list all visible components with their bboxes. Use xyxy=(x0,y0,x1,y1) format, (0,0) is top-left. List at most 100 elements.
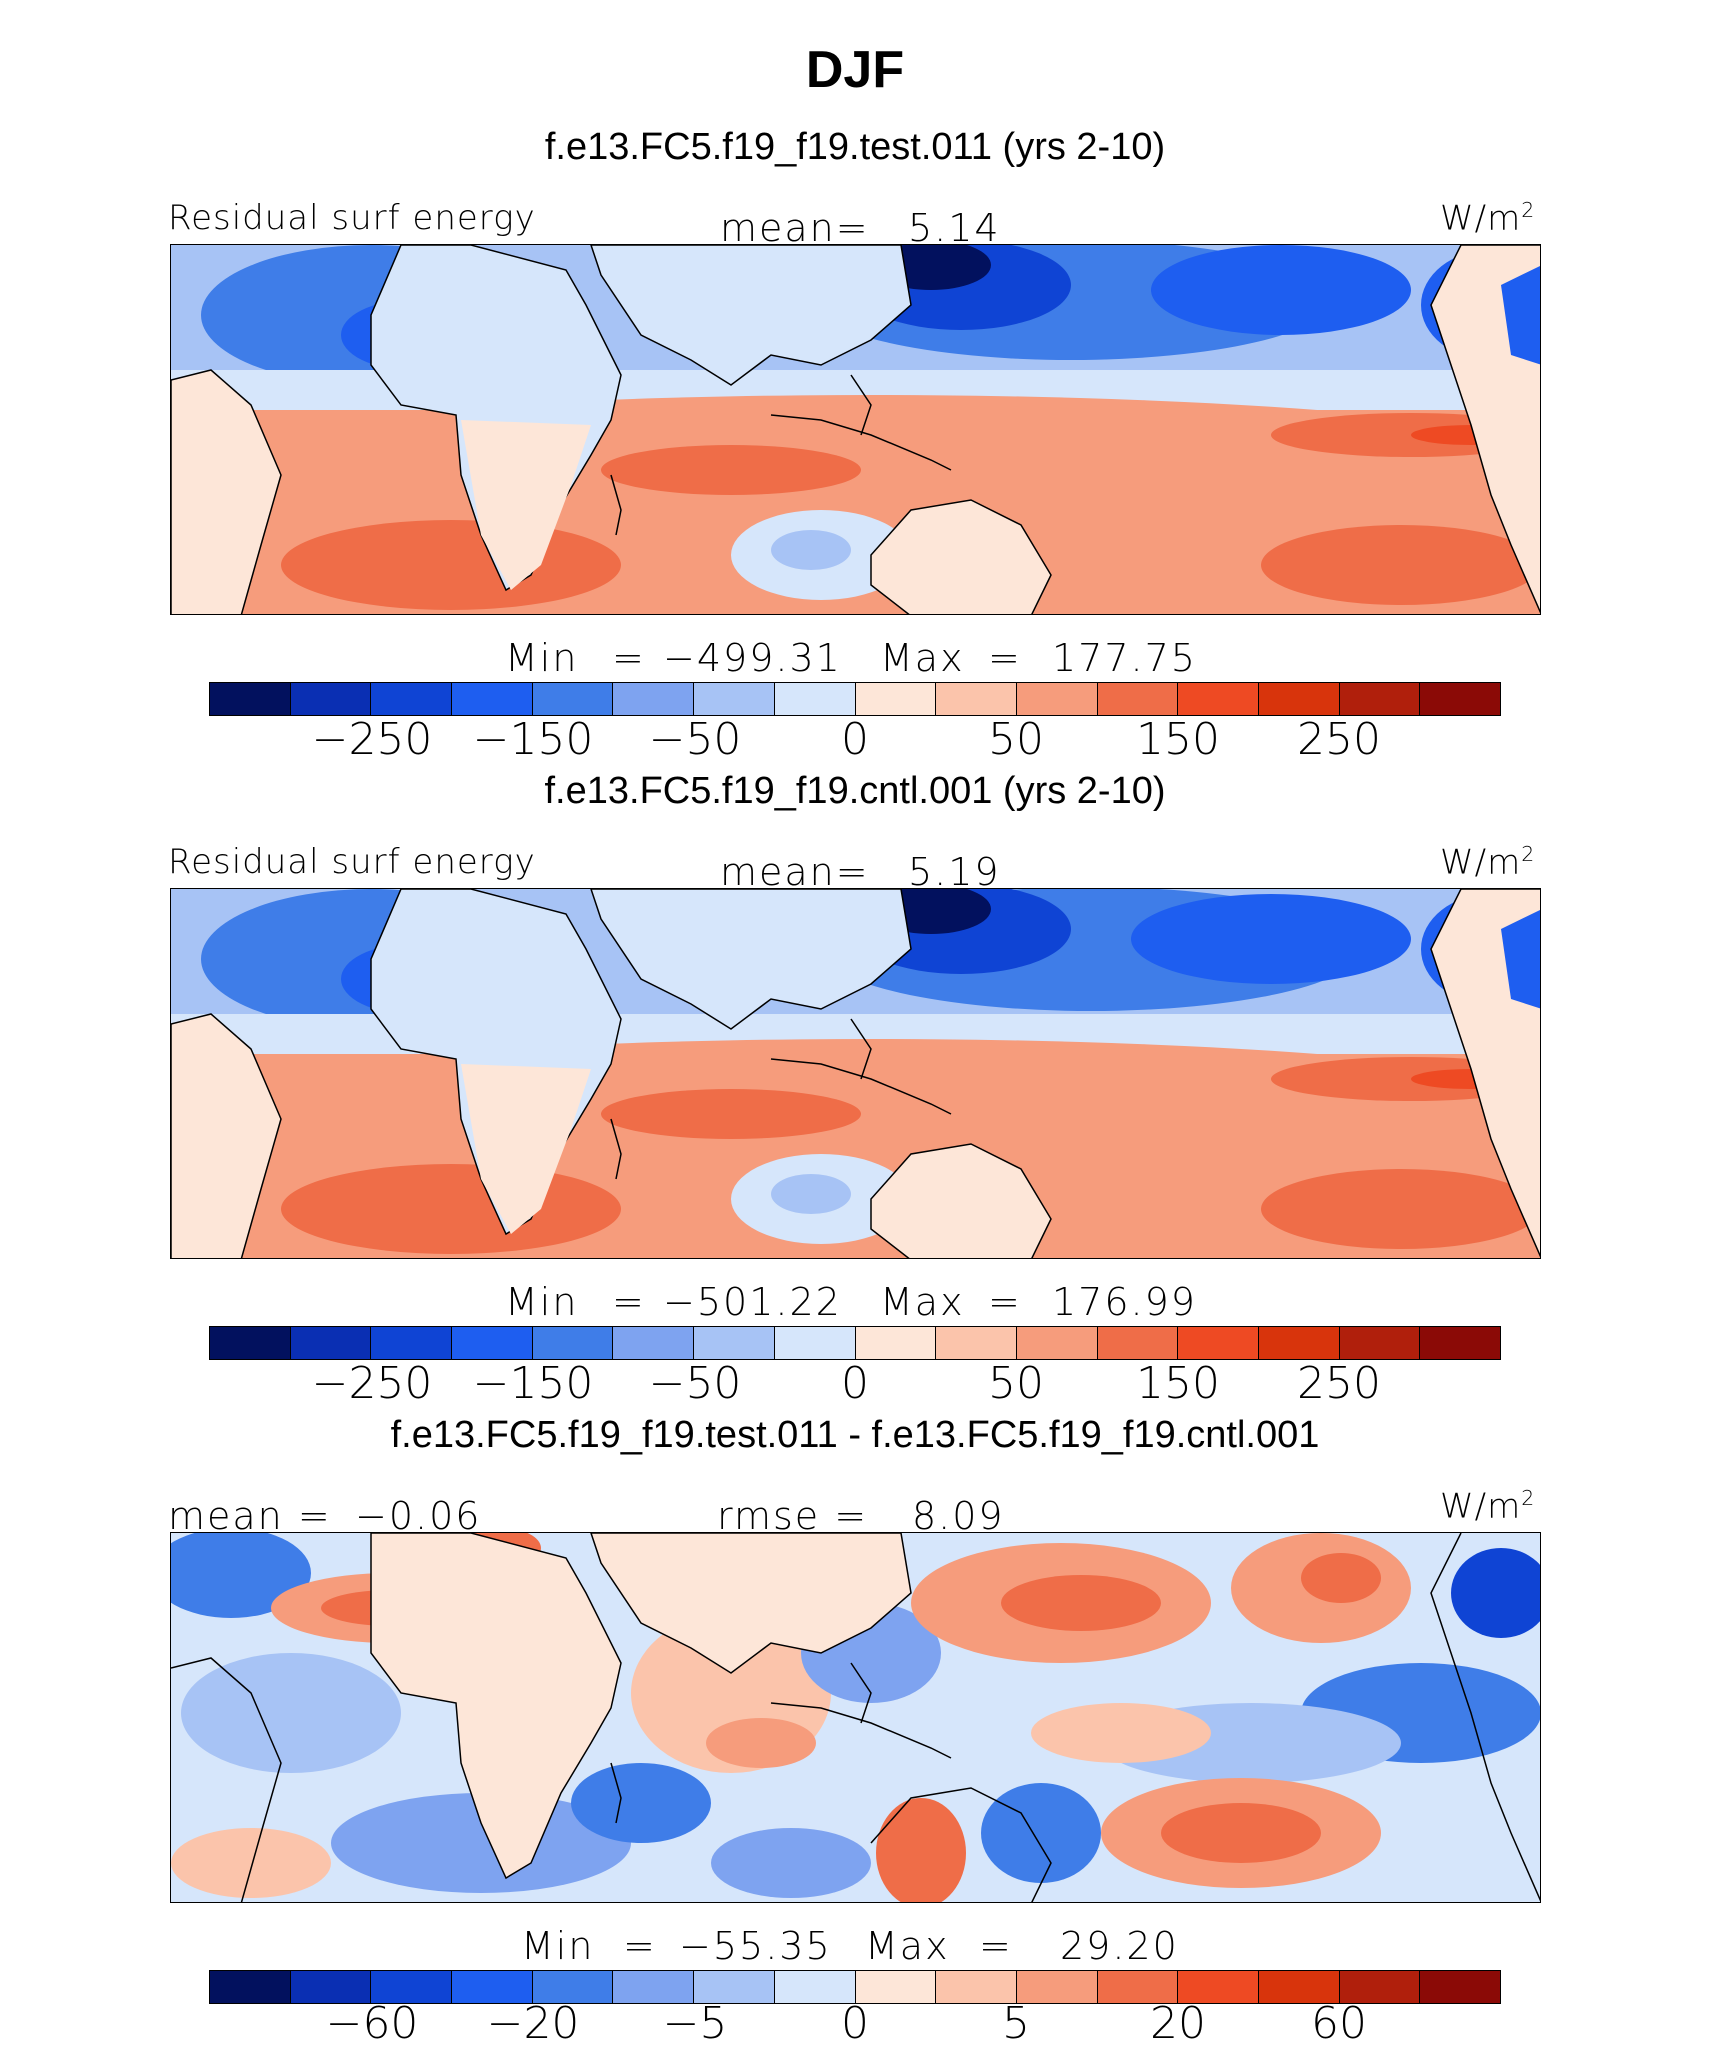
colorbar-swatch xyxy=(1420,683,1500,715)
colorbar-swatch xyxy=(371,1971,453,2003)
panel-1-tick: −250 xyxy=(311,714,433,765)
figure-title: DJF xyxy=(805,41,905,99)
colorbar-swatch xyxy=(1178,683,1259,715)
colorbar-swatch xyxy=(452,1327,533,1359)
colorbar-swatch xyxy=(1339,1971,1421,2003)
panel-3-max-value: 29.20 xyxy=(1060,1924,1179,1968)
panel-2-map xyxy=(170,888,1541,1259)
panel-2-tick: −50 xyxy=(648,1358,742,1409)
panel-3-rmse-label: rmse = xyxy=(717,1494,869,1538)
colorbar-swatch xyxy=(1097,1327,1179,1359)
panel-2-max-value: 176.99 xyxy=(1052,1280,1197,1324)
colorbar-swatch xyxy=(371,1327,453,1359)
panel-3-tick: −60 xyxy=(325,1998,419,2049)
colorbar-swatch xyxy=(774,1327,856,1359)
colorbar-swatch xyxy=(1339,683,1421,715)
colorbar-swatch xyxy=(532,683,614,715)
colorbar-swatch xyxy=(694,683,775,715)
colorbar-swatch xyxy=(1178,1327,1259,1359)
panel-1-units-text: W/m xyxy=(1440,198,1522,239)
panel-1-min-eq: = xyxy=(612,636,646,680)
panel-3-min-eq: = xyxy=(623,1924,657,1968)
colorbar-swatch xyxy=(1097,1971,1179,2003)
panel-3-mean-label: mean = xyxy=(168,1494,332,1538)
panel-1-tick: −50 xyxy=(648,714,742,765)
panel-1-map xyxy=(170,244,1541,615)
panel-3-tick: 0 xyxy=(841,1998,869,2049)
panel-2-tick: 250 xyxy=(1297,1358,1381,1409)
colorbar-swatch xyxy=(694,1971,775,2003)
colorbar-swatch xyxy=(1420,1971,1500,2003)
colorbar-swatch xyxy=(1258,1971,1340,2003)
colorbar-swatch xyxy=(290,1971,372,2003)
panel-2-min-value: −501.22 xyxy=(663,1280,842,1324)
colorbar-swatch xyxy=(855,1327,937,1359)
colorbar-swatch xyxy=(613,1971,695,2003)
panel-2-units-sup: 2 xyxy=(1521,842,1536,866)
colorbar-swatch xyxy=(371,683,453,715)
panel-3-tick: 20 xyxy=(1150,1998,1206,2049)
panel-2-min-label: Min xyxy=(505,1280,579,1324)
panel-3-case-title: f.e13.FC5.f19_f19.test.011 - f.e13.FC5.f… xyxy=(390,1414,1320,1456)
panel-3-map xyxy=(170,1532,1541,1903)
panel-1-variable-label: Residual surf energy xyxy=(168,198,536,238)
colorbar-swatch xyxy=(290,683,372,715)
colorbar-swatch xyxy=(613,1327,695,1359)
panel-3-rmse-value: 8.09 xyxy=(912,1494,1005,1538)
colorbar-swatch xyxy=(694,1327,775,1359)
panel-2-tick: 0 xyxy=(841,1358,869,1409)
panel-3-max-label: Max xyxy=(865,1924,950,1968)
colorbar-swatch xyxy=(1258,683,1340,715)
panel-2-max-label: Max xyxy=(880,1280,965,1324)
panel-3-tick: −5 xyxy=(662,1998,728,2049)
panel-3-tick: −20 xyxy=(486,1998,580,2049)
panel-2-max-eq: = xyxy=(988,1280,1022,1324)
panel-1-units-sup: 2 xyxy=(1521,198,1536,222)
colorbar-swatch xyxy=(936,683,1017,715)
panel-1-max-value: 177.75 xyxy=(1052,636,1197,680)
panel-2-mean-label: mean= xyxy=(720,850,870,894)
panel-1-max-eq: = xyxy=(988,636,1022,680)
panel-1-tick: 250 xyxy=(1297,714,1381,765)
colorbar-swatch xyxy=(1097,683,1179,715)
panel-1-tick: −150 xyxy=(472,714,594,765)
panel-2-units: W/m2 xyxy=(1440,842,1535,882)
panel-1-tick: 150 xyxy=(1136,714,1220,765)
panel-3-tick: 5 xyxy=(1002,1998,1030,2049)
panel-1-units: W/m2 xyxy=(1440,198,1535,238)
panel-3-tick: 60 xyxy=(1311,1998,1367,2049)
panel-1-min-value: −499.31 xyxy=(663,636,842,680)
colorbar-swatch xyxy=(936,1327,1017,1359)
colorbar-swatch xyxy=(1420,1327,1500,1359)
panel-2-units-text: W/m xyxy=(1440,842,1522,883)
panel-3-units-sup: 2 xyxy=(1521,1486,1536,1510)
colorbar-swatch xyxy=(1016,683,1098,715)
panel-3-units-text: W/m xyxy=(1440,1486,1522,1527)
panel-3-min-label: Min xyxy=(521,1924,595,1968)
panel-2-min-eq: = xyxy=(612,1280,646,1324)
colorbar-swatch xyxy=(855,1971,937,2003)
panel-1-tick: 0 xyxy=(841,714,869,765)
colorbar-swatch xyxy=(452,683,533,715)
colorbar-swatch xyxy=(774,683,856,715)
colorbar-swatch xyxy=(1258,1327,1340,1359)
panel-3-max-eq: = xyxy=(979,1924,1013,1968)
panel-1-tick: 50 xyxy=(988,714,1044,765)
panel-2-tick: 50 xyxy=(988,1358,1044,1409)
panel-1-mean-label: mean= xyxy=(720,206,870,250)
panel-2-tick: 150 xyxy=(1136,1358,1220,1409)
colorbar-swatch xyxy=(210,1327,291,1359)
panel-3-units: W/m2 xyxy=(1440,1486,1535,1526)
colorbar-swatch xyxy=(210,683,291,715)
panel-3-mean-value: −0.06 xyxy=(355,1494,482,1538)
panel-1-colorbar xyxy=(209,682,1501,716)
panel-1-mean-value: 5.14 xyxy=(908,206,1001,250)
panel-1-min-label: Min xyxy=(505,636,579,680)
colorbar-swatch xyxy=(452,1971,533,2003)
colorbar-swatch xyxy=(290,1327,372,1359)
colorbar-swatch xyxy=(1178,1971,1259,2003)
panel-1-max-label: Max xyxy=(880,636,965,680)
panel-3-min-value: −55.35 xyxy=(679,1924,832,1968)
colorbar-swatch xyxy=(210,1971,291,2003)
colorbar-swatch xyxy=(613,683,695,715)
